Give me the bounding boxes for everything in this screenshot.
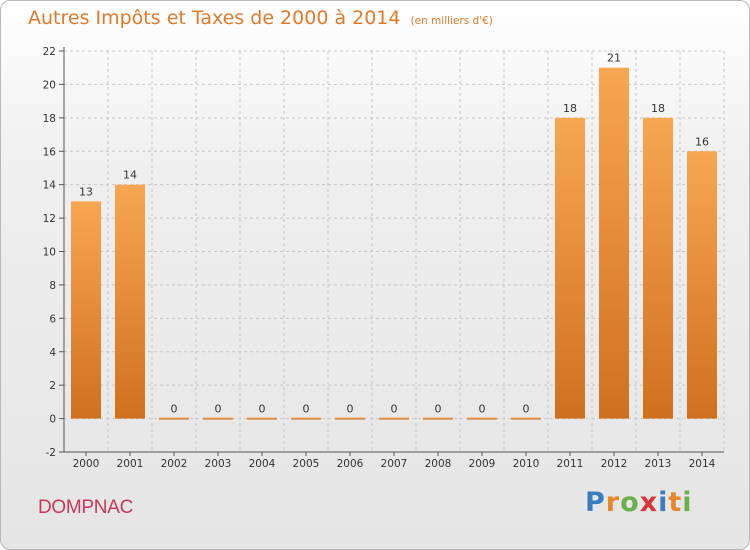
- bar: [423, 417, 453, 420]
- logo-letter: P: [585, 487, 606, 518]
- x-tick-label: 2012: [601, 458, 628, 470]
- bar: [335, 417, 365, 420]
- bar: [687, 151, 717, 419]
- x-tick-label: 2006: [337, 458, 364, 470]
- logo-letter: o: [620, 487, 640, 518]
- data-label: 0: [479, 403, 486, 416]
- y-tick-label: 0: [49, 414, 56, 426]
- data-label: 0: [171, 403, 178, 416]
- x-tick-label: 2010: [513, 458, 540, 470]
- x-tick-label: 2004: [249, 458, 276, 470]
- data-label: 16: [695, 135, 709, 148]
- y-tick-label: 10: [43, 247, 56, 259]
- data-label: 0: [259, 403, 266, 416]
- bar: [467, 417, 497, 420]
- bar: [511, 417, 541, 420]
- chart-subtitle: (en milliers d'€): [410, 15, 493, 27]
- proxiti-logo: Proxiti: [585, 487, 693, 518]
- x-tick-label: 2014: [689, 458, 716, 470]
- y-tick-label: 4: [49, 347, 56, 359]
- data-label: 18: [651, 102, 665, 115]
- bar: [115, 184, 145, 419]
- y-tick-label: 12: [43, 213, 56, 225]
- data-label: 13: [79, 185, 93, 198]
- data-label: 0: [523, 403, 530, 416]
- x-tick-label: 2001: [117, 458, 144, 470]
- y-tick-label: 6: [49, 313, 56, 325]
- x-tick-label: 2011: [557, 458, 584, 470]
- bar: [599, 67, 629, 419]
- logo-letter: i: [658, 487, 669, 518]
- data-label: 0: [215, 403, 222, 416]
- chart-title-row: Autres Impôts et Taxes de 2000 à 2014 (e…: [28, 7, 493, 29]
- data-label: 0: [435, 403, 442, 416]
- y-tick-label: 20: [43, 79, 56, 91]
- y-tick-label: 16: [43, 146, 57, 158]
- data-label: 14: [123, 169, 137, 182]
- y-tick-label: 14: [43, 180, 57, 192]
- x-tick-label: 2003: [205, 458, 232, 470]
- y-tick-label: 2: [49, 380, 56, 392]
- logo-letter: r: [605, 487, 621, 518]
- data-label: 21: [607, 52, 621, 65]
- x-tick-label: 2005: [293, 458, 320, 470]
- bar: [247, 417, 277, 420]
- bar: [71, 201, 101, 419]
- logo-letter: i: [682, 487, 693, 518]
- x-tick-label: 2013: [645, 458, 672, 470]
- bar: [159, 417, 189, 420]
- data-label: 0: [303, 403, 310, 416]
- x-tick-label: 2008: [425, 458, 452, 470]
- y-tick-label: -2: [46, 447, 56, 459]
- bar: [643, 117, 673, 419]
- x-tick-label: 2002: [161, 458, 188, 470]
- bar: [203, 417, 233, 420]
- commune-name: DOMPNAC: [38, 497, 134, 518]
- chart-title: Autres Impôts et Taxes de 2000 à 2014: [28, 7, 401, 29]
- logo-letter: x: [639, 487, 659, 518]
- logo-letter: t: [668, 487, 683, 518]
- bar: [379, 417, 409, 420]
- data-label: 0: [347, 403, 354, 416]
- bar: [555, 117, 585, 419]
- x-tick-label: 2007: [381, 458, 408, 470]
- x-tick-label: 2009: [469, 458, 496, 470]
- x-tick-label: 2000: [73, 458, 100, 470]
- y-tick-label: 18: [43, 113, 56, 125]
- data-label: 18: [563, 102, 577, 115]
- data-label: 0: [391, 403, 398, 416]
- y-tick-label: 22: [43, 46, 56, 58]
- y-tick-label: 8: [49, 280, 56, 292]
- bar: [291, 417, 321, 420]
